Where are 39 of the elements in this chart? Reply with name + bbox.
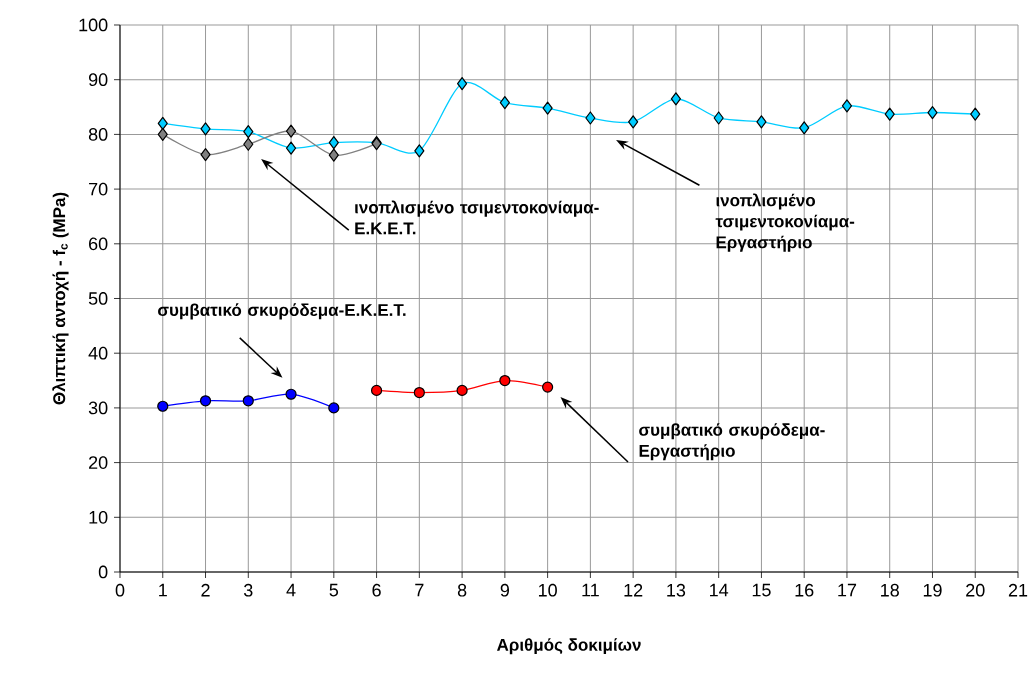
y-tick-label: 50 [88,292,108,305]
x-tick-label: 6 [372,583,381,597]
y-tick-label: 30 [88,401,108,415]
x-tick-label: 1 [159,583,167,597]
x-tick-label: 21 [1008,583,1028,597]
annotation: ινοπλισμένο τσιμεντοκονίαμα-Ε.Κ.Ε.Τ. [355,200,599,235]
x-tick-label: 14 [710,583,729,597]
x-tick-label: 2 [201,583,210,597]
x-tick-label: 20 [966,583,985,597]
y-tick-label: 100 [79,18,108,32]
annotation: συμβατικό σκυρόδεμα-Ε.Κ.Ε.Τ. [158,303,406,320]
annotation: ινοπλισμένο τσιμεντοκονίαμα-Εργαστήριο [715,193,855,252]
x-tick-label: 3 [243,583,253,597]
x-tick-label: 18 [881,583,899,597]
x-tick-label: 0 [115,583,125,597]
y-tick-label: 60 [89,237,108,251]
y-tick-label: 10 [89,510,108,524]
x-tick-label: 11 [582,583,599,597]
y-axis-title: Θλιπτική αντοχή - f$_{c}$ (MPa) [52,192,69,405]
x-tick-label: 4 [286,583,296,597]
x-tick-label: 13 [667,583,686,597]
x-tick-label: 8 [457,583,467,597]
x-axis-title: Αριθμός δοκιμίων [496,638,641,655]
x-tick-label: 5 [329,583,339,597]
x-tick-label: 10 [538,583,557,597]
y-tick-label: 80 [88,128,108,141]
x-tick-label: 7 [415,583,424,597]
x-tick-label: 19 [923,583,942,597]
x-tick-label: 12 [624,583,643,597]
x-tick-label: 9 [500,583,510,597]
x-tick-label: 17 [838,583,857,597]
x-tick-label: 16 [795,583,814,597]
y-tick-label: 20 [89,456,108,469]
y-tick-label: 70 [89,182,108,196]
y-tick-label: 90 [88,73,108,87]
y-tick-label: 40 [88,346,108,360]
annotation: συμβατικό σκυρόδεμα-Εργαστήριο [639,423,825,461]
y-tick-label: 0 [98,565,108,579]
x-tick-label: 15 [752,583,771,597]
